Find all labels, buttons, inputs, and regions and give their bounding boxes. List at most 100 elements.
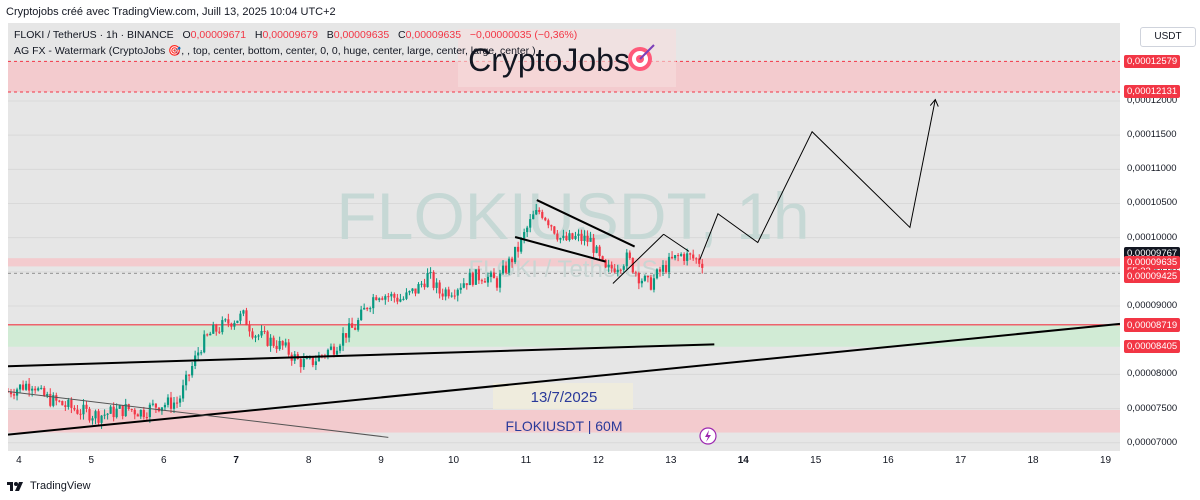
- candle-body: [215, 324, 218, 332]
- candle-body: [529, 219, 532, 228]
- tradingview-logo-icon: [7, 482, 23, 491]
- chart-area[interactable]: CryptoJobs FLOKIUSDT, 1h FLOKI / TetherU…: [8, 23, 1120, 451]
- time-axis[interactable]: 4 5 6 7 8 9 10 11 12 13 14 15 16 17 18 19: [8, 451, 1120, 473]
- chart-svg[interactable]: CryptoJobs FLOKIUSDT, 1h FLOKI / TetherU…: [8, 23, 1120, 451]
- candle-body: [429, 272, 432, 274]
- candle-body: [583, 235, 586, 242]
- symbol-watermark: FLOKIUSDT, 1h: [336, 179, 809, 253]
- candle-body: [191, 366, 194, 376]
- candle-body: [351, 323, 354, 328]
- candle-body: [649, 277, 653, 290]
- candle-body: [556, 233, 559, 240]
- legend-b-label: B: [326, 29, 334, 41]
- candle-body: [450, 295, 453, 297]
- candle-body: [55, 395, 58, 401]
- candle-body: [245, 310, 248, 326]
- candle-body: [227, 319, 230, 324]
- candle-body: [381, 298, 384, 300]
- candle-body: [613, 268, 616, 273]
- lightning-icon[interactable]: [699, 427, 717, 445]
- target-icon: [628, 44, 655, 71]
- candle-body: [541, 211, 544, 218]
- candle-body: [453, 295, 456, 297]
- candle-body: [562, 235, 565, 239]
- candle-body: [661, 265, 665, 272]
- candle-body: [619, 269, 622, 271]
- candle-body: [408, 291, 411, 293]
- currency-selector[interactable]: USDT: [1140, 27, 1196, 47]
- brand-watermark-text: CryptoJobs: [468, 42, 630, 78]
- candle-body: [673, 255, 677, 259]
- candle-body: [85, 404, 88, 409]
- time-tick-label: 12: [592, 455, 604, 466]
- candle-body: [317, 355, 321, 362]
- candle-body: [73, 407, 76, 410]
- price-tag: 0,00012131: [1124, 85, 1181, 99]
- candle-body: [145, 417, 148, 419]
- price-axis[interactable]: USDT 0,00007000 0,00007500 0,00008000 0,000…: [1120, 23, 1200, 451]
- candle-body: [420, 283, 423, 285]
- flag-lower-line: [514, 236, 606, 263]
- candle-body: [586, 235, 589, 242]
- price-tag: 0,00008719: [1124, 318, 1181, 332]
- candle-body: [378, 298, 381, 301]
- candle-body: [480, 280, 483, 282]
- time-tick-label: 16: [882, 455, 894, 466]
- candle-body: [486, 276, 490, 283]
- legend-indicator[interactable]: AG FX - Watermark (CryptoJobs 🎯, , top, …: [14, 45, 536, 57]
- legend: FLOKI / TetherUS · 1h · BINANCE O0,00009…: [14, 29, 577, 57]
- candle-body: [538, 210, 541, 212]
- candle-body: [61, 401, 64, 406]
- candle-body: [121, 405, 124, 417]
- candle-body: [655, 269, 659, 279]
- price-tick-label: 0,00007500: [1127, 402, 1178, 414]
- time-tick-label: 9: [378, 455, 384, 466]
- candle-body: [686, 253, 689, 261]
- price-tick-label: 0,00012000: [1127, 94, 1178, 106]
- candle-body: [444, 289, 447, 297]
- legend-change: −0,00000035 (−0,36%): [469, 29, 578, 41]
- chart-caption: Cryptojobs créé avec TradingView.com, Ju…: [6, 6, 336, 18]
- candle-body: [64, 405, 67, 407]
- candle-body: [399, 299, 402, 302]
- candle-body: [601, 256, 604, 260]
- candle-body: [592, 237, 595, 253]
- candle-body: [514, 246, 517, 263]
- candle-body: [188, 374, 191, 376]
- candle-body: [224, 319, 227, 321]
- candle-body: [314, 361, 317, 366]
- candle-body: [347, 323, 351, 338]
- candle-body: [136, 414, 139, 417]
- candle-body: [411, 288, 414, 292]
- candle-body: [441, 293, 444, 297]
- candle-body: [568, 233, 571, 241]
- candle-body: [269, 337, 272, 346]
- price-tick-label: 0,00011000: [1127, 163, 1177, 175]
- candle-body: [628, 252, 631, 259]
- legend-symbol[interactable]: FLOKI / TetherUS · 1h · BINANCE: [14, 29, 174, 41]
- candle-body: [326, 349, 330, 356]
- candle-body: [474, 269, 477, 285]
- candle-body: [553, 226, 556, 234]
- candle-body: [492, 272, 496, 279]
- legend-h-label: H: [254, 29, 263, 41]
- legend-low: 0,00009635: [333, 29, 390, 41]
- candle-body: [242, 310, 245, 314]
- timeframe-watermark: FLOKIUSDT | 60M: [506, 418, 623, 434]
- candle-body: [175, 402, 179, 404]
- candle-body: [335, 350, 339, 355]
- candle-body: [375, 297, 378, 301]
- candle-body: [517, 246, 520, 252]
- candle-body: [526, 227, 529, 233]
- candle-body: [435, 282, 438, 288]
- candle-body: [49, 393, 52, 406]
- candle-body: [308, 357, 311, 359]
- candle-body: [275, 345, 278, 350]
- zone-resistance: [8, 409, 1120, 433]
- candle-body: [468, 272, 471, 286]
- candle-body: [625, 252, 628, 267]
- candle-body: [607, 264, 610, 268]
- candle-body: [465, 283, 468, 286]
- candle-body: [112, 406, 115, 418]
- candle-body: [18, 384, 22, 390]
